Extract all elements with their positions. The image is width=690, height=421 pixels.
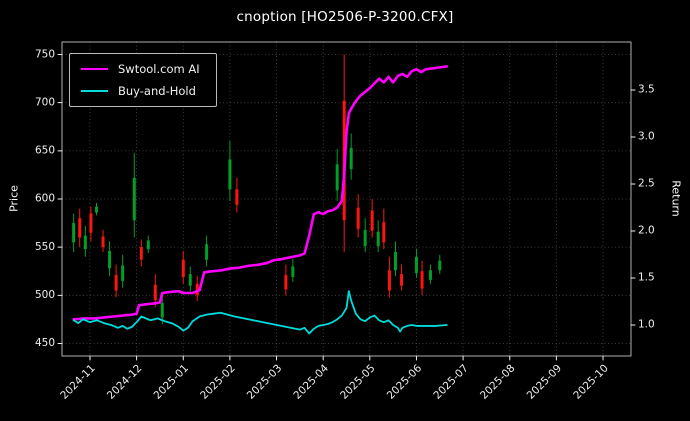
legend-label-ai: Swtool.com AI [118, 62, 200, 76]
legend-swatch-ai [81, 68, 108, 70]
legend: Swtool.com AI Buy-and-Hold [69, 53, 217, 107]
y-axis-label-return: Return [669, 180, 683, 217]
legend-swatch-buyhold [81, 90, 108, 92]
chart-title: cnoption [HO2506-P-3200.CFX] [236, 9, 454, 25]
legend-label-buyhold: Buy-and-Hold [118, 84, 196, 98]
y-axis-label-price: Price [7, 185, 21, 212]
legend-item-buyhold: Buy-and-Hold [81, 84, 200, 98]
legend-item-ai: Swtool.com AI [81, 62, 200, 76]
